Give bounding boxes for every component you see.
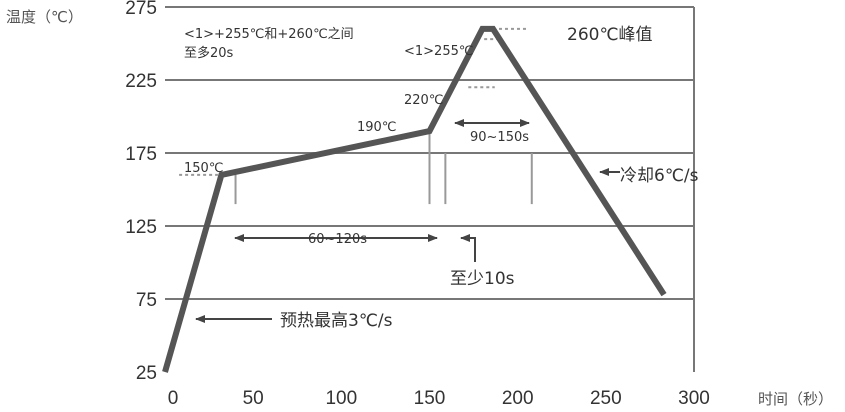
- label-min-10s: 至少10s: [450, 269, 515, 289]
- x-tick-label-200: 200: [502, 388, 534, 409]
- x-tick-labels: 0 50 100 150 200 250 300: [168, 388, 710, 409]
- annotation-arrows: [195, 119, 620, 323]
- y-tick-label-25: 25: [136, 363, 157, 384]
- arrow-min-10s: [460, 234, 476, 262]
- label-150c: 150℃: [184, 161, 223, 176]
- x-tick-label-250: 250: [590, 388, 622, 409]
- y-axis-title: 温度（℃）: [6, 8, 83, 26]
- y-tick-label-125: 125: [125, 217, 157, 238]
- y-tick-label-175: 175: [125, 144, 157, 165]
- temperature-profile-line: [162, 25, 667, 373]
- x-tick-label-50: 50: [243, 388, 264, 409]
- label-260c-peak: 260℃峰值: [567, 25, 653, 45]
- label-preheat-rate: 预热最高3℃/s: [280, 311, 393, 331]
- peak-note-line1: <1>+255℃和+260℃之间: [184, 27, 354, 42]
- label-220c: 220℃: [404, 93, 443, 108]
- label-190c: 190℃: [357, 120, 396, 135]
- label-90-150s: 90~150s: [470, 130, 529, 145]
- x-tick-label-300: 300: [678, 388, 710, 409]
- label-60-120s: 60~120s: [308, 232, 367, 247]
- x-axis-title: 时间（秒）: [758, 390, 833, 408]
- label-cooling-rate: 冷却6℃/s: [620, 166, 699, 186]
- x-tick-label-150: 150: [414, 388, 446, 409]
- y-tick-label-75: 75: [136, 290, 157, 311]
- y-tick-label-275: 275: [125, 0, 157, 19]
- peak-note-line2: 至多20s: [184, 45, 234, 61]
- x-tick-label-100: 100: [325, 388, 357, 409]
- y-tick-labels: 25 75 125 175 225 275: [125, 0, 157, 384]
- y-tick-label-225: 225: [125, 71, 157, 92]
- guide-lines: [179, 27, 533, 205]
- series-layer: [162, 25, 667, 373]
- label-255c: <1>255℃: [404, 44, 473, 59]
- x-tick-label-0: 0: [168, 388, 179, 409]
